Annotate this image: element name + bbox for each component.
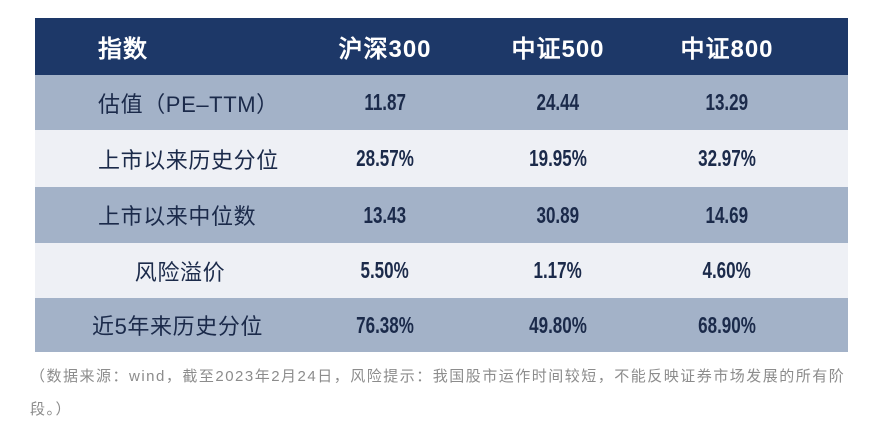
cell-5y-percentile-csi800: 68.90% xyxy=(671,312,783,339)
header-cell-csi800: 中证800 xyxy=(680,36,774,63)
cell-historical-percentile-csi500: 19.95% xyxy=(445,145,671,172)
value-historical-percentile-hs300: 28.57% xyxy=(356,145,414,171)
header-cell-csi500: 中证500 xyxy=(511,36,605,63)
value-historical-percentile-csi500: 19.95% xyxy=(529,145,587,171)
header-cell-hs300: 沪深300 xyxy=(338,36,432,63)
value-5y-percentile-csi800: 68.90% xyxy=(698,311,756,338)
value-historical-percentile-csi800: 32.97% xyxy=(698,145,756,171)
value-pe-ttm-hs300: 11.87 xyxy=(364,89,406,115)
cell-pe-ttm-hs300: 11.87 xyxy=(325,89,445,116)
value-median-since-listing-csi800: 14.69 xyxy=(705,201,749,228)
cell-historical-percentile-csi800: 32.97% xyxy=(671,145,783,172)
table-row-median-since-listing: 上市以来中位数 13.43 30.89 14.69 xyxy=(35,187,848,243)
source-note: （数据来源：wind，截至2023年2月24日，风险提示：我国股市运作时间较短，… xyxy=(30,368,846,418)
value-pe-ttm-csi800: 13.29 xyxy=(705,89,749,115)
row-label-historical-percentile: 上市以来历史分位 xyxy=(98,147,279,173)
cell-median-since-listing-csi500: 30.89 xyxy=(445,202,671,229)
table-row-historical-percentile: 上市以来历史分位 28.57% 19.95% 32.97% xyxy=(35,130,848,187)
header-cell-index: 指数 xyxy=(98,36,148,63)
value-median-since-listing-csi500: 30.89 xyxy=(536,201,580,228)
cell-median-since-listing-csi800: 14.69 xyxy=(671,202,783,229)
value-risk-premium-csi500: 1.17% xyxy=(533,257,583,283)
cell-risk-premium-csi500: 1.17% xyxy=(445,257,671,284)
row-label-median-since-listing: 上市以来中位数 xyxy=(98,204,257,229)
value-5y-percentile-hs300: 76.38% xyxy=(356,311,414,338)
value-risk-premium-csi800: 4.60% xyxy=(702,257,752,283)
cell-5y-percentile-hs300: 76.38% xyxy=(325,312,445,339)
index-valuation-table: 指数 沪深300 中证500 中证800 估值（PE–TTM） 11.87 24… xyxy=(35,18,848,352)
table-row-5y-percentile: 近5年来历史分位 76.38% 49.80% 68.90% xyxy=(35,298,848,352)
row-label-pe-ttm: 估值（PE–TTM） xyxy=(98,91,279,117)
table-row-pe-ttm: 估值（PE–TTM） 11.87 24.44 13.29 xyxy=(35,75,848,130)
value-5y-percentile-csi500: 49.80% xyxy=(529,311,587,338)
table-header-row: 指数 沪深300 中证500 中证800 xyxy=(35,18,848,75)
cell-median-since-listing-hs300: 13.43 xyxy=(325,202,445,229)
cell-risk-premium-hs300: 5.50% xyxy=(325,257,445,284)
row-label-5y-percentile: 近5年来历史分位 xyxy=(92,314,264,339)
value-median-since-listing-hs300: 13.43 xyxy=(363,201,407,228)
table-row-risk-premium: 风险溢价 5.50% 1.17% 4.60% xyxy=(35,243,848,298)
value-pe-ttm-csi500: 24.44 xyxy=(536,89,580,115)
cell-historical-percentile-hs300: 28.57% xyxy=(325,145,445,172)
value-risk-premium-hs300: 5.50% xyxy=(360,257,410,283)
cell-pe-ttm-csi500: 24.44 xyxy=(445,89,671,116)
row-label-risk-premium: 风险溢价 xyxy=(134,259,226,285)
cell-pe-ttm-csi800: 13.29 xyxy=(671,89,783,116)
cell-risk-premium-csi800: 4.60% xyxy=(671,257,783,284)
cell-5y-percentile-csi500: 49.80% xyxy=(445,312,671,339)
